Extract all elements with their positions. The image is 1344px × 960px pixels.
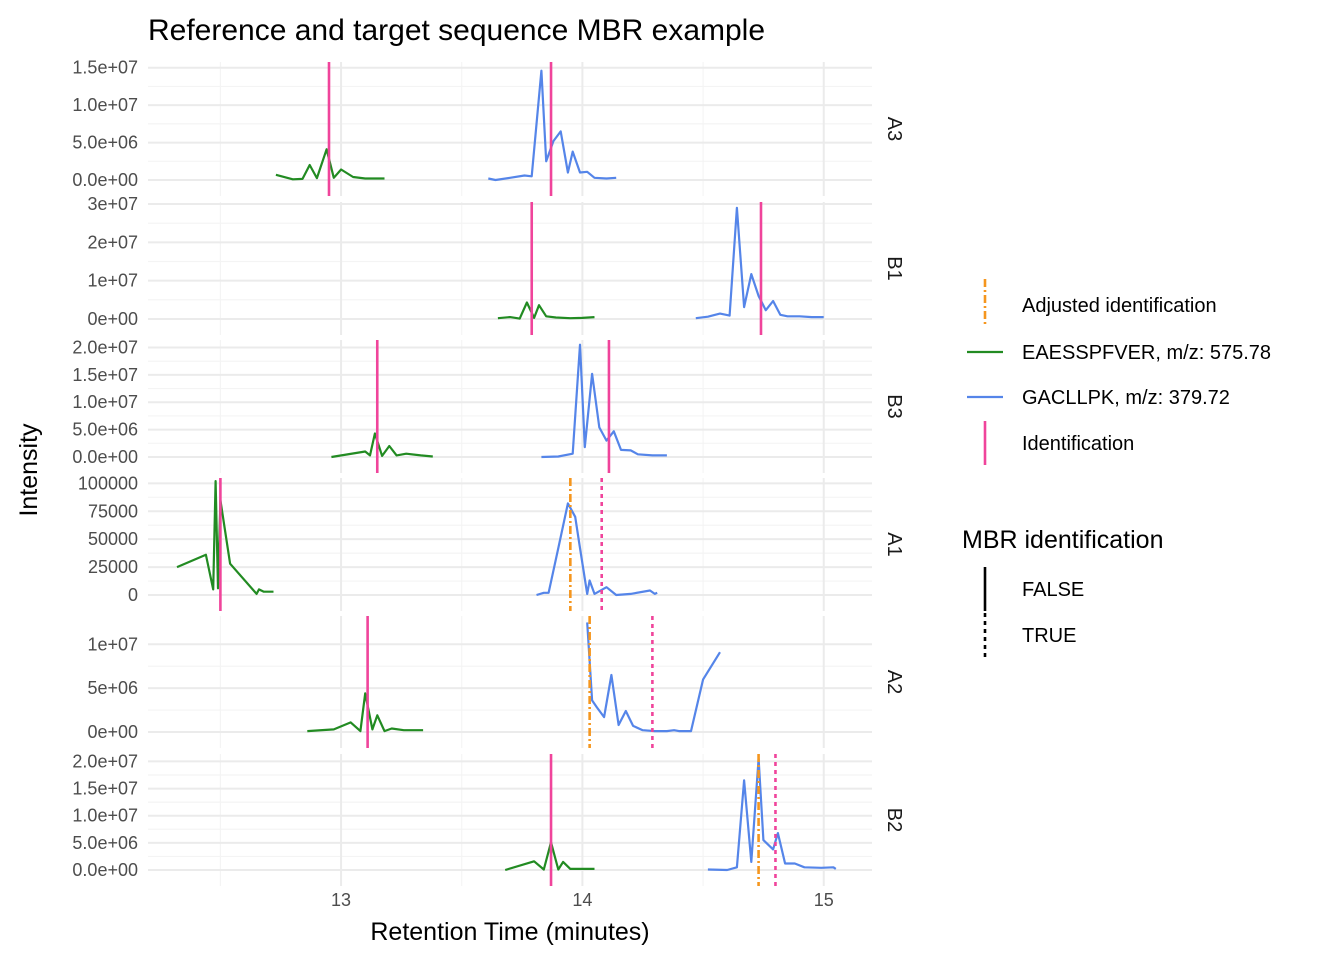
facet-panels: 0.0e+00 5.0e+06 1.0e+07 1.5e+07 A3 0e+00 1e+07… — [72, 58, 905, 886]
legend-label: GACLLPK, m/z: 379.72 — [1022, 387, 1230, 409]
y-tick-label: 100000 — [78, 473, 138, 493]
series-line-eaesspfver — [307, 692, 424, 733]
y-tick-label: 1.5e+07 — [72, 365, 138, 385]
panel-strip-label: A1 — [883, 532, 905, 556]
series-line-eaesspfver — [497, 301, 595, 320]
panel-A1: 0 25000 50000 75000 100000 A1 — [78, 473, 905, 611]
y-tick-label: 2.0e+07 — [72, 751, 138, 771]
y-axis-label: Intensity — [15, 423, 43, 517]
x-axis: 13 14 15 — [331, 890, 834, 910]
series-line-eaesspfver — [331, 432, 433, 459]
x-tick-label: 15 — [814, 890, 834, 910]
y-tick-label: 0.0e+00 — [72, 860, 138, 880]
series-line-gacllpk — [695, 206, 824, 320]
series-line-eaesspfver — [504, 841, 595, 872]
series-line-gacllpk — [707, 757, 837, 872]
y-tick-label: 1.0e+07 — [72, 392, 138, 412]
y-tick-label: 5.0e+06 — [72, 420, 138, 440]
y-tick-label: 5e+06 — [87, 678, 138, 698]
legend-label: Adjusted identification — [1022, 295, 1217, 317]
legend: MBR identification Adjusted identificati… — [962, 279, 1271, 657]
y-tick-label: 5.0e+06 — [72, 133, 138, 153]
series-line-eaesspfver — [176, 480, 274, 596]
y-tick-label: 0.0e+00 — [72, 170, 138, 190]
y-tick-label: 2.0e+07 — [72, 337, 138, 357]
x-tick-label: 14 — [572, 890, 592, 910]
y-tick-label: 0 — [128, 585, 138, 605]
y-tick-label: 50000 — [88, 529, 138, 549]
series-line-gacllpk — [586, 622, 721, 733]
y-tick-label: 0e+00 — [87, 722, 138, 742]
panel-B2: 0.0e+00 5.0e+06 1.0e+07 1.5e+07 2.0e+07 B2 — [72, 751, 905, 886]
panel-A2: 0e+00 5e+06 1e+07 A2 — [87, 616, 905, 748]
panel-strip-label: B3 — [883, 394, 905, 418]
legend-mbr-title: MBR identification — [962, 526, 1163, 554]
panel-B1: 0e+00 1e+07 2e+07 3e+07 B1 — [87, 194, 905, 335]
y-tick-label: 0.0e+00 — [72, 447, 138, 467]
y-tick-label: 3e+07 — [87, 194, 138, 214]
panel-A3: 0.0e+00 5.0e+06 1.0e+07 1.5e+07 A3 — [72, 58, 905, 196]
chart-title: Reference and target sequence MBR exampl… — [148, 14, 765, 47]
legend-label: Identification — [1022, 433, 1134, 455]
legend-label: TRUE — [1022, 625, 1076, 647]
legend-label: FALSE — [1022, 579, 1084, 601]
panel-strip-label: B2 — [883, 808, 905, 832]
series-line-gacllpk — [541, 343, 667, 459]
panel-strip-label: A3 — [883, 117, 905, 141]
x-axis-label: Retention Time (minutes) — [370, 918, 649, 946]
y-tick-label: 75000 — [88, 501, 138, 521]
y-tick-label: 25000 — [88, 557, 138, 577]
series-line-gacllpk — [536, 502, 658, 597]
y-tick-label: 1.0e+07 — [72, 95, 138, 115]
y-tick-label: 1.5e+07 — [72, 58, 138, 78]
y-tick-label: 1e+07 — [87, 271, 138, 291]
x-tick-label: 13 — [331, 890, 351, 910]
y-tick-label: 1.5e+07 — [72, 779, 138, 799]
panel-strip-label: A2 — [883, 670, 905, 694]
series-line-eaesspfver — [275, 148, 385, 181]
legend-label: EAESSPFVER, m/z: 575.78 — [1022, 342, 1271, 364]
panel-strip-label: B1 — [883, 256, 905, 280]
y-tick-label: 0e+00 — [87, 309, 138, 329]
y-tick-label: 1.0e+07 — [72, 806, 138, 826]
y-tick-label: 2e+07 — [87, 232, 138, 252]
series-line-gacllpk — [488, 69, 617, 182]
y-tick-label: 1e+07 — [87, 634, 138, 654]
panel-B3: 0.0e+00 5.0e+06 1.0e+07 1.5e+07 2.0e+07 B3 — [72, 337, 905, 473]
y-tick-label: 5.0e+06 — [72, 833, 138, 853]
